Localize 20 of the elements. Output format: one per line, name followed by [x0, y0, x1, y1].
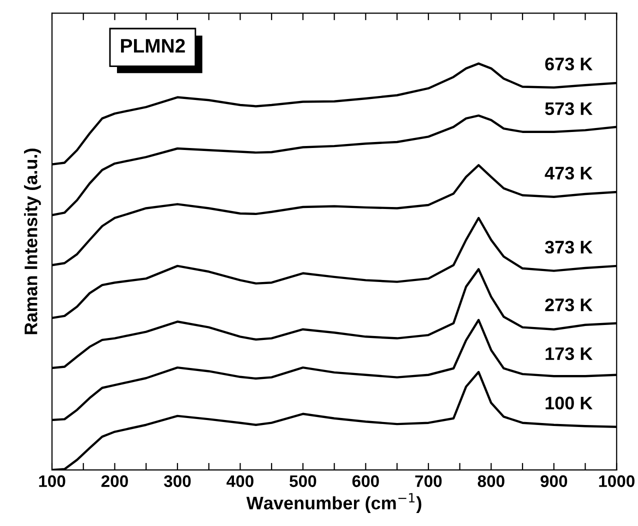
x-tick-label: 600: [352, 475, 379, 488]
series-label: 673 K: [545, 58, 593, 70]
x-tick-label: 300: [164, 475, 191, 488]
text: PLMN2: [121, 38, 185, 52]
x-tick-label: 100: [39, 475, 66, 488]
series-label: 473 K: [544, 166, 593, 180]
series-label: 573 K: [545, 102, 593, 116]
x-axis-title: Wavenumber (cm$^{−1}$): [246, 493, 422, 514]
x-tick-label: 700: [415, 475, 442, 488]
x-tick-label: 800: [478, 475, 504, 488]
x-tick-label: 400: [226, 475, 254, 488]
series-label: 100 K: [546, 396, 593, 410]
x-tick-label: 1000: [599, 475, 634, 488]
series-label: 273 K: [545, 298, 593, 312]
x-tick-label: 900: [540, 475, 568, 488]
y-axis-title: Raman Intensity (a.u.): [24, 148, 41, 334]
x-tick-label: 200: [101, 475, 128, 488]
series-label: 373 K: [544, 240, 593, 254]
x-tick-label: 500: [290, 475, 316, 488]
series-label: 173 K: [546, 347, 593, 360]
